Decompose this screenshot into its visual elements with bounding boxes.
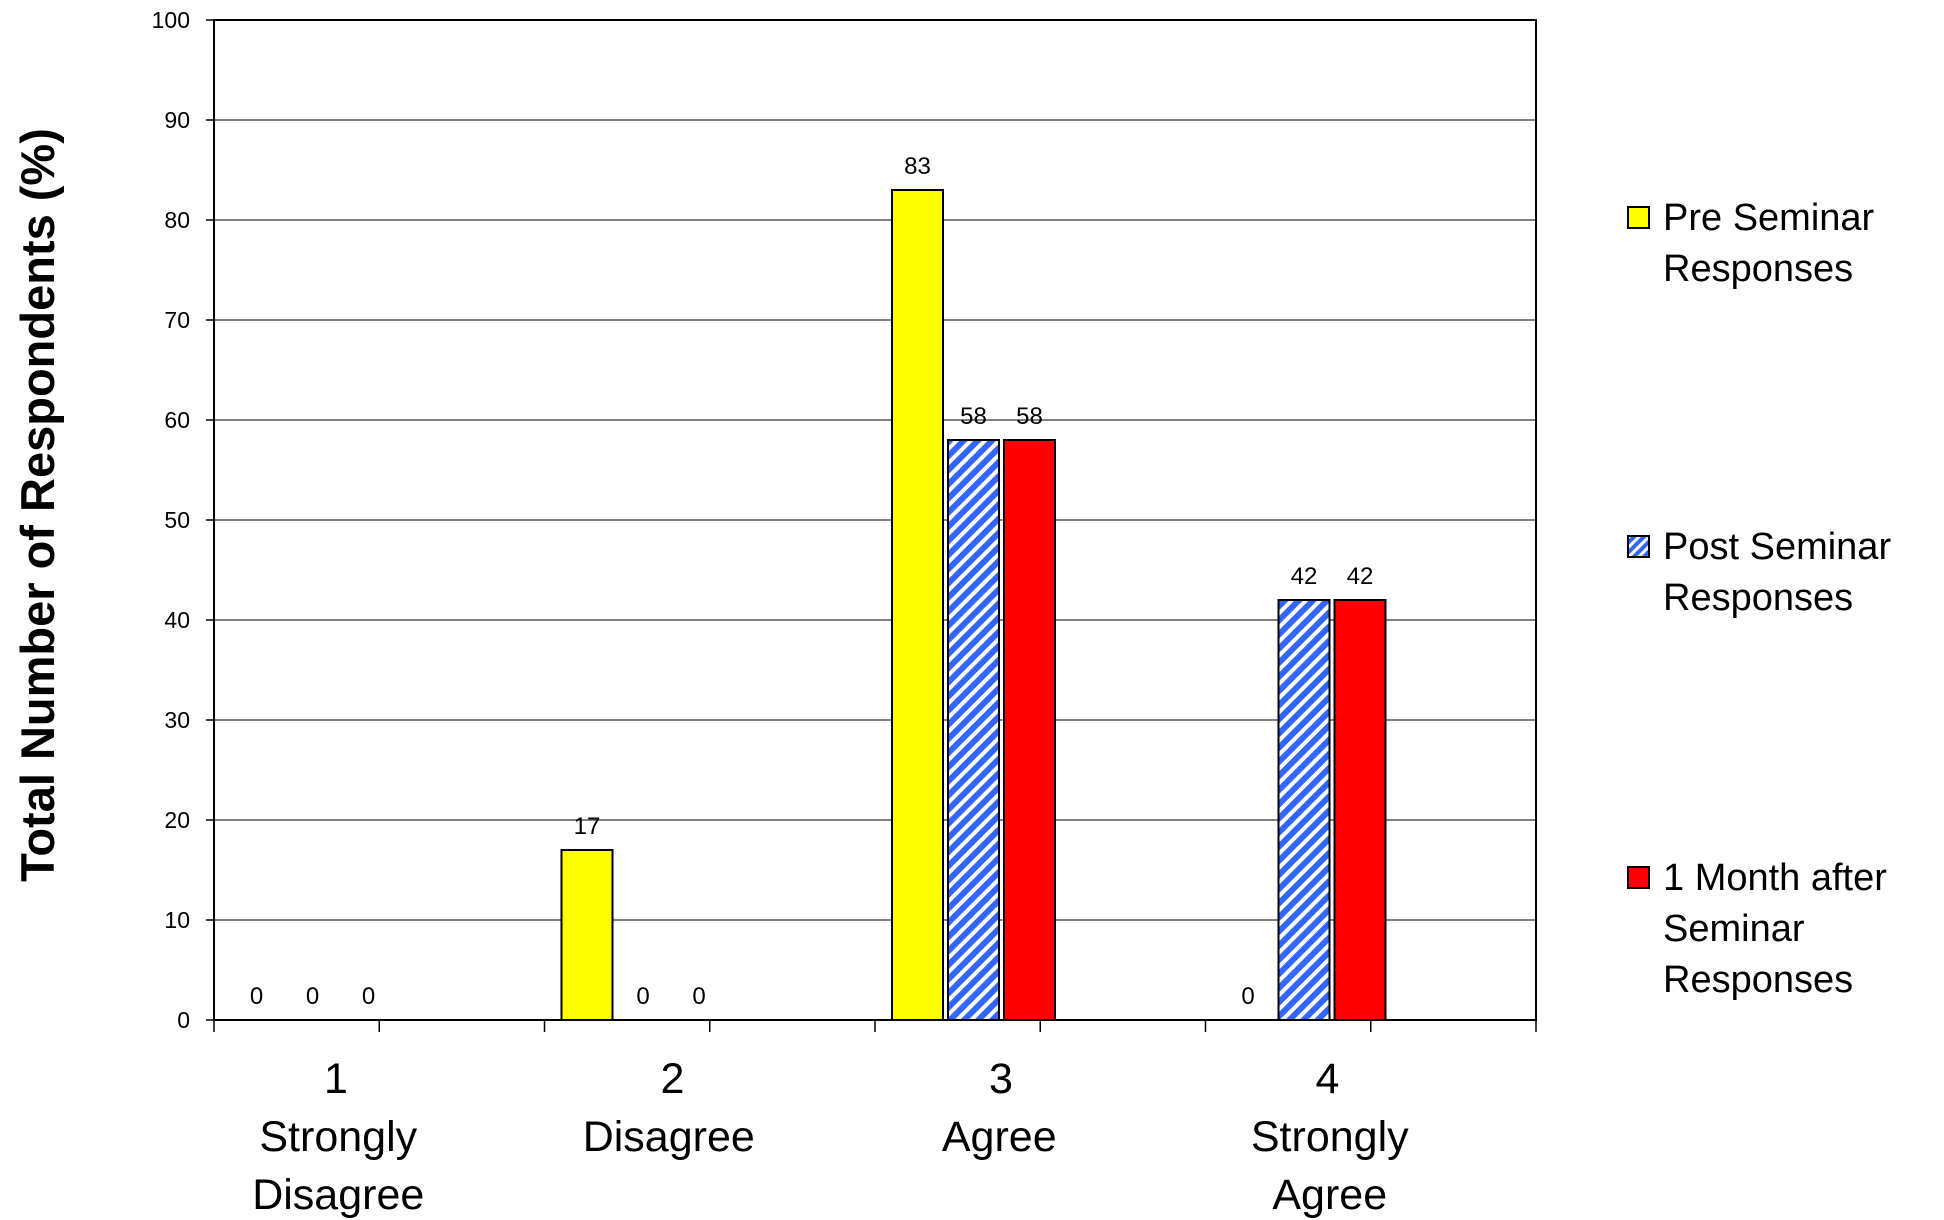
category-number: 2: [661, 1055, 685, 1103]
category-label: Agree: [942, 1113, 1057, 1161]
category-label: Disagree: [252, 1171, 424, 1219]
category-label: Agree: [1272, 1171, 1387, 1219]
legend-swatch: [1627, 535, 1650, 558]
legend-label: Responses: [1663, 959, 1853, 1001]
category-label: Strongly: [259, 1113, 417, 1161]
y-axis-title: Total Number of Respondents (%): [11, 128, 64, 882]
y-tick-label: 60: [164, 407, 190, 433]
data-label: 0: [1241, 983, 1254, 1010]
y-tick-label: 90: [164, 107, 190, 133]
category-label: Disagree: [583, 1113, 755, 1161]
legend-swatch: [1627, 866, 1650, 889]
legend-swatch: [1627, 206, 1650, 229]
gridlines: [214, 119, 1536, 921]
category-number: 4: [1316, 1055, 1340, 1103]
y-tick-label: 10: [164, 907, 190, 933]
y-tick-label: 50: [164, 507, 190, 533]
data-label: 42: [1291, 563, 1318, 590]
bar: [560, 849, 614, 1021]
data-label: 0: [306, 983, 319, 1010]
y-tick-label: 30: [164, 707, 190, 733]
legend-label: Responses: [1663, 248, 1853, 290]
y-tick-label: 100: [152, 7, 190, 33]
legend: Pre Seminar Responses Post Seminar Response…: [1627, 197, 1891, 1001]
bar: [1333, 599, 1387, 1021]
y-tick-label: 70: [164, 307, 190, 333]
category-number: 3: [989, 1055, 1013, 1103]
bar: [1277, 599, 1331, 1021]
legend-label: Seminar: [1663, 908, 1805, 950]
data-label: 0: [362, 983, 375, 1010]
bar: [947, 439, 1000, 1021]
y-tick-label: 80: [164, 207, 190, 233]
data-label: 17: [574, 813, 601, 840]
data-label: 42: [1347, 563, 1374, 590]
data-label: 0: [636, 983, 649, 1010]
bar: [1003, 439, 1056, 1021]
plot-frame: [206, 19, 1537, 1032]
category-number: 1: [324, 1055, 348, 1103]
legend-label: 1 Month after: [1663, 857, 1887, 899]
data-label: 58: [1016, 403, 1043, 430]
data-label: 83: [904, 153, 931, 180]
data-label: 58: [960, 403, 987, 430]
y-tick-label: 40: [164, 607, 190, 633]
bar: [891, 189, 944, 1021]
legend-label: Pre Seminar: [1663, 197, 1875, 239]
data-label: 0: [692, 983, 705, 1010]
y-tick-label: 20: [164, 807, 190, 833]
legend-label: Responses: [1663, 577, 1853, 619]
bars: [560, 189, 1387, 1021]
y-tick-label: 0: [177, 1007, 190, 1033]
legend-label: Post Seminar: [1663, 526, 1891, 568]
data-label: 0: [250, 983, 263, 1010]
category-label: Strongly: [1251, 1113, 1409, 1161]
